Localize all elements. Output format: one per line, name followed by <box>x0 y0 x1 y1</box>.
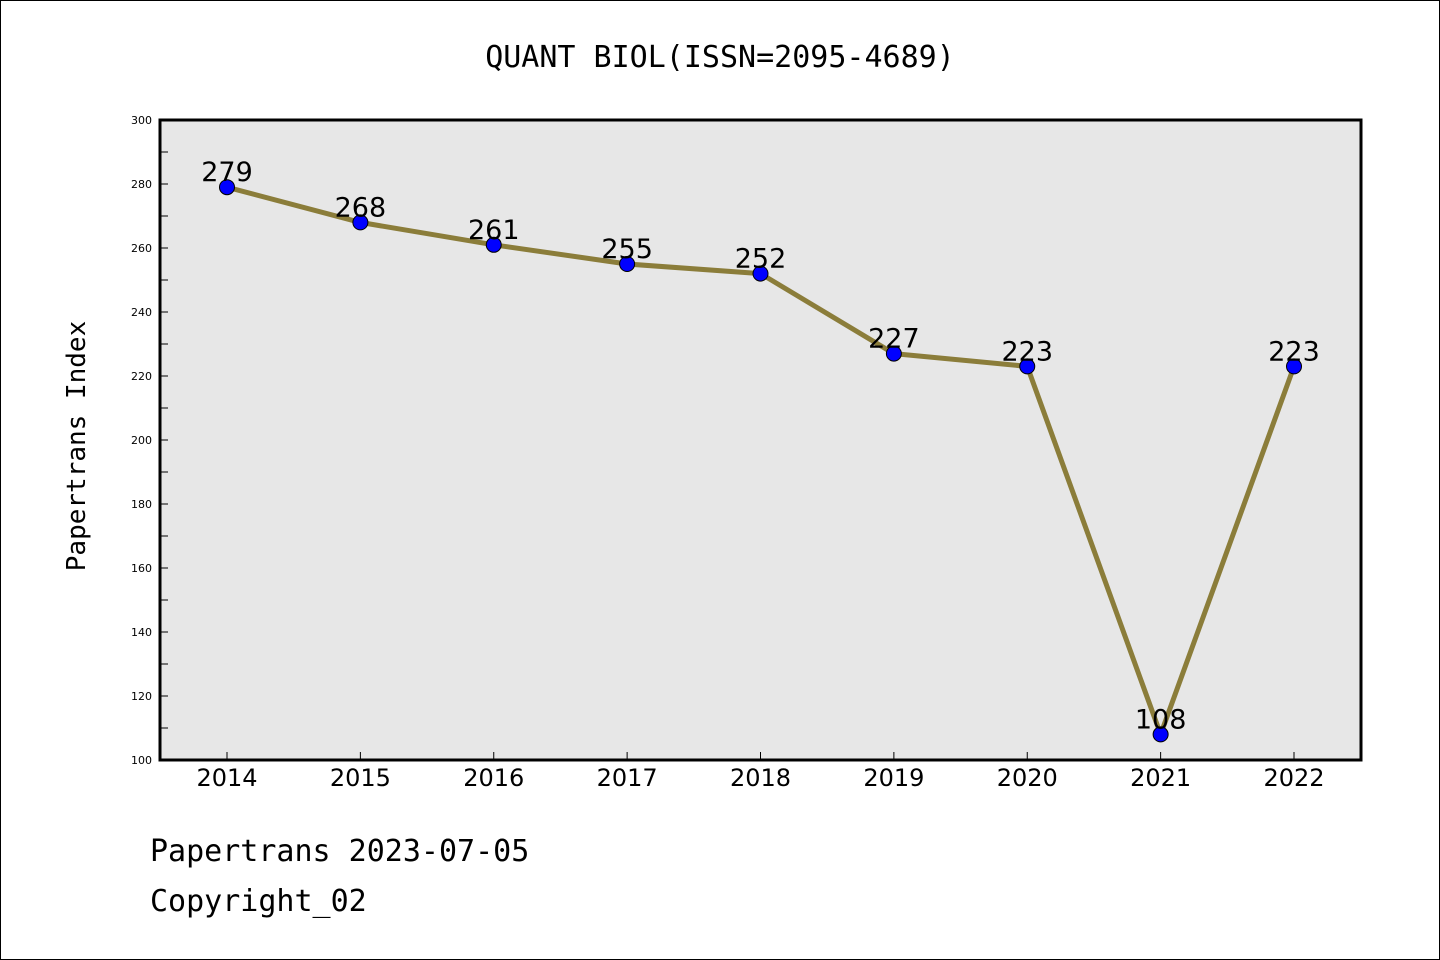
footer-copyright: Copyright_02 <box>150 884 367 919</box>
data-points <box>219 179 1302 743</box>
data-label: 252 <box>735 244 787 275</box>
data-point <box>1152 726 1169 743</box>
y-tick-label: 280 <box>131 178 152 191</box>
data-point <box>1286 358 1302 375</box>
x-tick-label: 2020 <box>997 764 1058 792</box>
data-point <box>485 236 502 253</box>
x-tick-label: 2015 <box>330 764 391 792</box>
y-tick-label: 300 <box>131 114 152 127</box>
x-tick-label: 2021 <box>1130 764 1191 792</box>
data-point <box>619 256 636 272</box>
y-axis-label: Papertrans Index <box>62 321 92 571</box>
y-tick-label: 220 <box>131 370 152 383</box>
data-label: 223 <box>1268 336 1320 367</box>
data-point <box>219 179 235 196</box>
data-label: 108 <box>1135 704 1187 735</box>
chart-title: QUANT BIOL(ISSN=2095-4689) <box>485 40 955 75</box>
footer-date: Papertrans 2023-07-05 <box>150 834 530 869</box>
x-tick-label: 2014 <box>196 764 257 792</box>
data-labels: 279 268 261 255 252 227 223 108 223 <box>201 157 1320 735</box>
y-tick-label: 240 <box>131 306 152 319</box>
data-label: 227 <box>868 324 920 355</box>
data-label: 261 <box>468 215 520 246</box>
y-axis: 100 120 140 160 180 200 220 240 260 280 300 <box>131 114 168 767</box>
y-tick-label: 100 <box>131 754 152 767</box>
y-tick-label: 200 <box>131 434 152 447</box>
data-label: 268 <box>335 192 387 223</box>
data-point <box>885 345 902 362</box>
x-tick-label: 2016 <box>463 764 524 792</box>
data-label: 279 <box>201 157 253 188</box>
y-tick-label: 120 <box>131 690 152 703</box>
data-point <box>1019 358 1036 375</box>
data-label: 255 <box>601 234 653 265</box>
data-label: 223 <box>1001 336 1053 367</box>
y-tick-label: 260 <box>131 242 152 255</box>
x-tick-label: 2019 <box>863 764 924 792</box>
x-tick-label: 2022 <box>1263 764 1324 792</box>
data-point <box>352 214 369 231</box>
y-tick-label: 140 <box>131 626 152 639</box>
data-point <box>752 265 769 282</box>
x-tick-label: 2018 <box>730 764 791 792</box>
x-tick-label: 2017 <box>597 764 658 792</box>
y-tick-label: 180 <box>131 498 152 511</box>
y-tick-label: 160 <box>131 562 152 575</box>
x-axis: 2014 2015 2016 2017 2018 2019 2020 2021 2022 <box>196 752 1325 792</box>
